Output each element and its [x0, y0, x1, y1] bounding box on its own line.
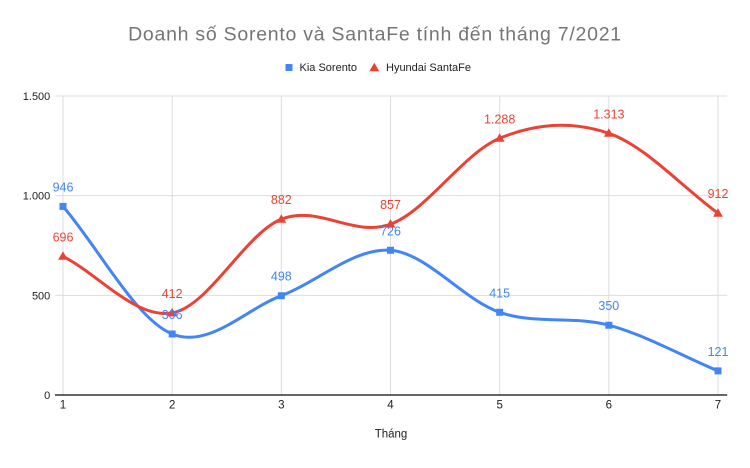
svg-text:5: 5: [496, 400, 502, 412]
svg-text:1.500: 1.500: [23, 91, 51, 103]
svg-text:Kia Sorento: Kia Sorento: [300, 62, 357, 74]
svg-text:6: 6: [606, 400, 612, 412]
svg-text:306: 306: [162, 308, 183, 322]
svg-text:412: 412: [162, 287, 183, 301]
svg-text:500: 500: [32, 290, 50, 302]
svg-text:1.288: 1.288: [484, 112, 515, 126]
svg-text:7: 7: [715, 400, 721, 412]
svg-text:882: 882: [271, 193, 292, 207]
svg-text:2: 2: [169, 400, 175, 412]
svg-text:498: 498: [271, 270, 292, 284]
svg-text:Hyundai SantaFe: Hyundai SantaFe: [386, 62, 471, 74]
svg-text:946: 946: [53, 180, 74, 194]
svg-text:1.313: 1.313: [593, 107, 624, 121]
svg-text:Doanh số Sorento và SantaFe tí: Doanh số Sorento và SantaFe tính đến thá…: [128, 24, 622, 46]
svg-text:1.000: 1.000: [23, 191, 51, 203]
svg-text:350: 350: [598, 299, 619, 313]
svg-text:857: 857: [380, 198, 401, 212]
svg-text:415: 415: [489, 286, 510, 300]
svg-text:1: 1: [60, 400, 66, 412]
svg-text:4: 4: [387, 400, 394, 412]
svg-text:726: 726: [380, 224, 401, 238]
svg-text:912: 912: [708, 187, 729, 201]
svg-text:121: 121: [708, 345, 729, 359]
svg-text:Tháng: Tháng: [375, 429, 408, 441]
svg-text:3: 3: [278, 400, 284, 412]
svg-text:696: 696: [53, 230, 74, 244]
svg-text:0: 0: [44, 390, 50, 402]
